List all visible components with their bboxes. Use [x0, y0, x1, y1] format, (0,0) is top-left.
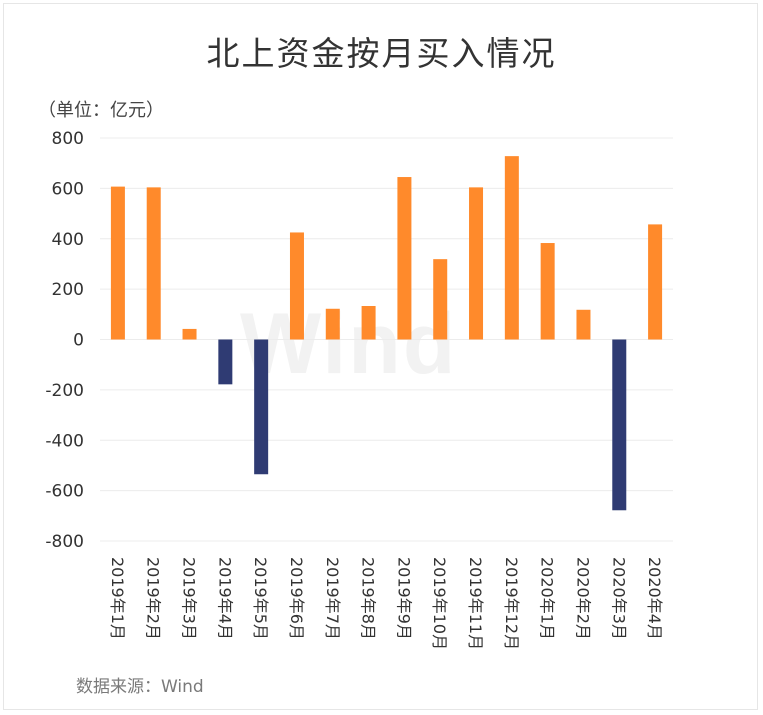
y-tick-label: 200	[52, 280, 84, 300]
x-tick-label: 2020年3月	[609, 557, 628, 640]
x-tick-label: 2019年6月	[287, 557, 306, 640]
bar	[612, 339, 627, 511]
x-tick-label: 2019年4月	[215, 557, 234, 640]
source-label: 数据来源：Wind	[76, 677, 204, 697]
y-tick-label: 400	[52, 230, 84, 250]
bar	[182, 328, 197, 340]
y-tick-label: 0	[73, 331, 84, 351]
x-tick-label: 2020年1月	[538, 557, 557, 640]
bar	[397, 177, 412, 340]
chart-title: 北上资金按月买入情况	[206, 34, 557, 73]
bar	[218, 339, 233, 385]
y-tick-label: -800	[45, 532, 84, 552]
x-tick-label: 2019年3月	[180, 557, 199, 640]
watermark: Wind	[240, 296, 458, 392]
x-tick-label: 2019年5月	[251, 557, 270, 640]
x-tick-label: 2019年7月	[323, 557, 342, 640]
x-tick-label: 2020年2月	[573, 557, 592, 640]
y-tick-label: 800	[52, 129, 84, 149]
x-tick-label: 2019年12月	[502, 557, 521, 650]
bar	[325, 308, 340, 340]
bar	[648, 224, 663, 340]
x-tick-label: 2019年11月	[466, 557, 485, 650]
x-tick-label: 2019年2月	[144, 557, 163, 640]
bar	[254, 339, 269, 475]
bar	[504, 156, 519, 340]
bar	[110, 186, 125, 340]
x-tick-label: 2019年9月	[394, 557, 413, 640]
bar	[540, 243, 555, 340]
y-tick-label: 600	[52, 179, 84, 199]
bar	[433, 259, 448, 340]
x-tick-label: 2019年8月	[359, 557, 378, 640]
bar	[146, 187, 161, 340]
y-tick-label: -200	[45, 381, 84, 401]
bar	[576, 309, 591, 340]
x-tick-label: 2019年10月	[430, 557, 449, 650]
bar	[469, 187, 484, 340]
chart-frame	[3, 3, 758, 710]
x-tick-label: 2019年1月	[108, 557, 127, 640]
y-tick-label: -400	[45, 431, 84, 451]
bar	[289, 232, 304, 340]
unit-label: （单位：亿元）	[38, 100, 164, 121]
bar	[361, 306, 376, 340]
y-tick-label: -600	[45, 482, 84, 502]
x-tick-label: 2020年4月	[645, 557, 664, 640]
